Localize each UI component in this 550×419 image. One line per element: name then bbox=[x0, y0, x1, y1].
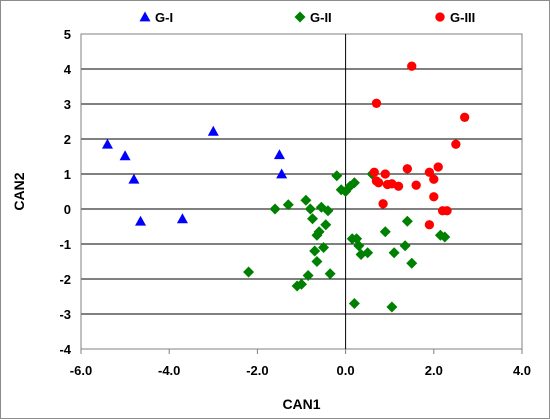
point-g-iii bbox=[433, 162, 443, 172]
point-g-iii bbox=[378, 199, 388, 209]
point-g-i bbox=[276, 168, 288, 179]
y-tick-label: -1 bbox=[59, 237, 71, 252]
point-g-i bbox=[119, 150, 131, 161]
legend-marker bbox=[139, 11, 151, 22]
legend-item-g-i: G-I bbox=[139, 10, 173, 25]
y-axis-ticks: -4 -3 -2 -1 0 1 2 3 4 5 bbox=[59, 27, 71, 357]
x-tick-label: -2.0 bbox=[246, 363, 268, 378]
point-g-ii bbox=[318, 242, 330, 253]
point-g-i bbox=[128, 173, 140, 184]
point-g-ii bbox=[311, 256, 323, 267]
point-g-ii bbox=[401, 215, 413, 227]
point-g-iii bbox=[407, 61, 417, 71]
point-g-iii bbox=[380, 169, 390, 179]
point-g-ii bbox=[379, 226, 391, 238]
point-g-ii bbox=[320, 219, 332, 231]
series-g-i bbox=[101, 125, 288, 226]
point-g-ii bbox=[386, 301, 398, 313]
point-g-ii bbox=[362, 247, 374, 259]
point-g-iii bbox=[442, 206, 452, 216]
grid-lines bbox=[81, 33, 522, 350]
y-tick-label: 5 bbox=[64, 27, 71, 42]
point-g-ii bbox=[399, 240, 411, 252]
point-g-i bbox=[207, 125, 219, 136]
point-g-ii bbox=[296, 278, 307, 290]
point-g-ii bbox=[348, 177, 360, 189]
point-g-iii bbox=[374, 178, 384, 188]
y-tick-label: 4 bbox=[64, 62, 72, 77]
point-g-i bbox=[176, 213, 188, 224]
data-points bbox=[101, 61, 470, 313]
point-g-iii bbox=[459, 112, 470, 122]
y-tick-label: -2 bbox=[59, 272, 71, 287]
point-g-ii bbox=[313, 226, 325, 238]
point-g-iii bbox=[424, 167, 435, 177]
point-g-ii bbox=[243, 266, 255, 278]
point-g-iii bbox=[411, 180, 421, 190]
y-tick-label: 3 bbox=[64, 97, 71, 112]
point-g-ii bbox=[353, 240, 365, 252]
legend-item-g-iii: G-III bbox=[435, 10, 475, 25]
legend-label: G-III bbox=[450, 10, 475, 25]
plot-area bbox=[80, 33, 523, 350]
point-g-ii bbox=[282, 199, 294, 211]
point-g-i bbox=[135, 215, 147, 226]
point-g-ii bbox=[439, 231, 451, 243]
y-tick-label: 1 bbox=[64, 167, 71, 182]
x-tick-label: 0.0 bbox=[337, 363, 355, 378]
point-g-ii bbox=[331, 170, 343, 182]
point-g-iii bbox=[393, 181, 404, 191]
y-tick-label: 0 bbox=[64, 202, 71, 217]
legend-marker bbox=[435, 12, 445, 22]
legend: G-I G-II G-III bbox=[139, 10, 475, 25]
point-g-i bbox=[101, 138, 113, 149]
series-g-ii bbox=[243, 168, 451, 313]
x-axis-label: CAN1 bbox=[282, 396, 320, 412]
point-g-iii bbox=[424, 220, 435, 230]
point-g-ii bbox=[309, 245, 321, 257]
legend-item-g-ii: G-II bbox=[294, 10, 332, 25]
point-g-ii bbox=[322, 205, 334, 217]
point-g-ii bbox=[406, 257, 418, 269]
point-g-ii bbox=[269, 203, 281, 215]
point-g-ii bbox=[324, 268, 336, 280]
x-axis-ticks: -6.0 -4.0 -2.0 0.0 2.0 4.0 bbox=[70, 349, 531, 378]
point-g-iii bbox=[369, 167, 379, 177]
legend-label: G-II bbox=[310, 10, 332, 25]
x-tick-label: -6.0 bbox=[70, 363, 92, 378]
point-g-ii bbox=[307, 213, 319, 225]
point-g-iii bbox=[451, 139, 461, 149]
point-g-ii bbox=[304, 203, 316, 215]
point-g-ii bbox=[348, 298, 360, 309]
point-g-ii bbox=[388, 247, 400, 259]
legend-label: G-I bbox=[155, 10, 173, 25]
y-axis-label: CAN2 bbox=[11, 172, 27, 210]
x-tick-label: -4.0 bbox=[158, 363, 180, 378]
point-g-ii bbox=[302, 270, 314, 281]
legend-marker bbox=[294, 11, 306, 23]
point-g-iii bbox=[402, 164, 413, 174]
y-tick-label: -3 bbox=[59, 307, 71, 322]
series-g-iii bbox=[369, 61, 470, 230]
point-g-iii bbox=[429, 192, 439, 202]
point-g-iii bbox=[429, 174, 439, 184]
x-tick-label: 4.0 bbox=[513, 363, 531, 378]
point-g-i bbox=[273, 149, 285, 160]
point-g-iii bbox=[371, 98, 382, 108]
y-tick-label: 2 bbox=[64, 132, 71, 147]
y-tick-label: -4 bbox=[59, 342, 71, 357]
x-tick-label: 2.0 bbox=[425, 363, 443, 378]
point-g-ii bbox=[300, 194, 312, 206]
